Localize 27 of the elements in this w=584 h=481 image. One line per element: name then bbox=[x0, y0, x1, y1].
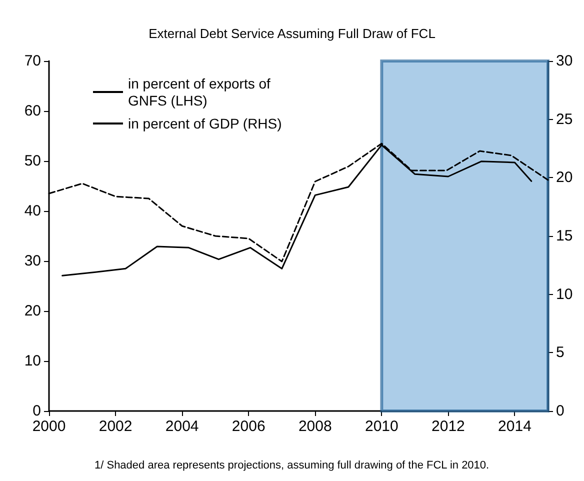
y2-tick-label: 10 bbox=[556, 286, 573, 303]
x-tick-label: 2002 bbox=[98, 418, 132, 435]
y-tick-label: 20 bbox=[24, 302, 41, 320]
x-tick-label: 2004 bbox=[165, 418, 199, 435]
x-tick-label: 2010 bbox=[364, 418, 398, 435]
y2-tick-label: 15 bbox=[556, 228, 573, 244]
y-tick-label: 30 bbox=[24, 252, 41, 270]
x-tick-label: 2000 bbox=[32, 418, 66, 435]
legend-label: in percent of GDP (RHS) bbox=[128, 116, 282, 132]
legend-label: in percent of exports of GNFS (LHS) bbox=[128, 76, 271, 108]
y2-tick-label: 20 bbox=[556, 169, 573, 186]
y2-tick-label: 5 bbox=[556, 344, 564, 362]
x-tick-label: 2014 bbox=[498, 418, 532, 435]
text: 1/ Shaded area represents projections, assuming full drawing of the FCL in 2010. bbox=[94, 460, 490, 472]
y-tick-label: 70 bbox=[24, 52, 41, 70]
y-tick-label: 0 bbox=[32, 402, 41, 420]
y-tick-label: 40 bbox=[24, 202, 41, 220]
x-tick-label: 2006 bbox=[232, 418, 266, 435]
chart-title: External Debt Service Assuming Full Draw of FCL bbox=[148, 26, 436, 41]
y2-tick-label: 0 bbox=[556, 402, 564, 420]
x-tick-label: 2012 bbox=[432, 418, 465, 435]
y2-tick-label: 30 bbox=[556, 52, 573, 70]
y-tick-label: 50 bbox=[24, 152, 41, 170]
y-tick-label: 60 bbox=[24, 102, 41, 120]
y-tick-label: 10 bbox=[24, 352, 41, 370]
y2-tick-label: 25 bbox=[556, 110, 573, 128]
x-tick-label: 2008 bbox=[298, 418, 332, 435]
